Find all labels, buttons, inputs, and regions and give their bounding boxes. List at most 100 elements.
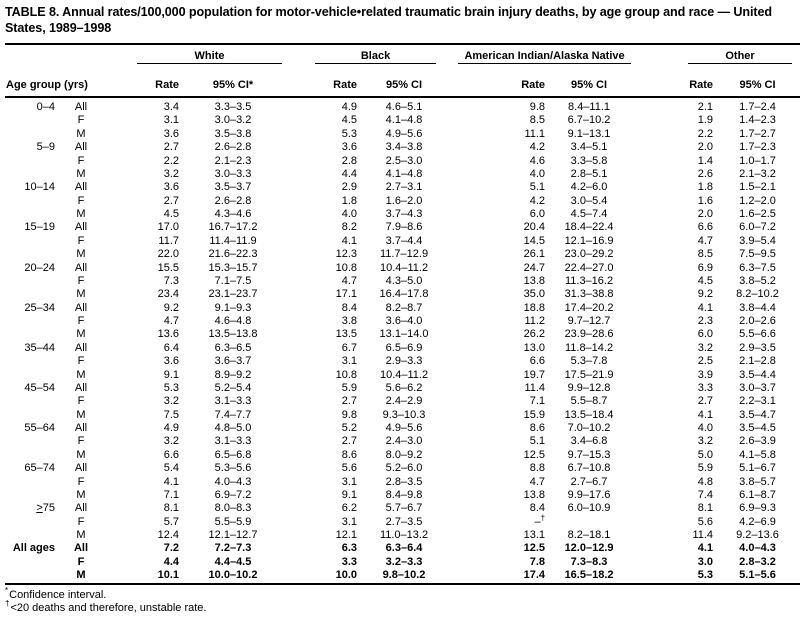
sex-label: All (74, 181, 88, 194)
rate-value: 1.4 (697, 154, 714, 167)
rate-value: 5.2 (341, 422, 358, 434)
table-row: 20–24 All 15.5 15.3–15.7 10.8 10.4–11.2 24.7 22… (5, 262, 800, 275)
ci-value: 5.5–6.6 (739, 328, 776, 341)
age-group-label (5, 328, 61, 341)
ci-value: 2.9–3.3 (385, 355, 423, 368)
sex-label: M (76, 127, 86, 140)
rate-value: 2.6 (697, 167, 714, 180)
ci-value: 3.7–4.4 (385, 234, 423, 247)
rate-value: 7.8 (529, 555, 546, 568)
sex-label: All (74, 381, 88, 394)
ci-value: 3.1–3.3 (214, 435, 252, 448)
age-group-label (5, 369, 61, 382)
ci-value: 3.8–5.7 (739, 475, 776, 488)
age-group-label: All ages (12, 542, 55, 555)
ci-value: 23.9–28.6 (564, 328, 614, 341)
rate-value: 3.1 (341, 515, 358, 528)
table-row: All ages All 7.2 7.2–7.3 6.3 6.3–6.4 12.5 12.0–… (5, 542, 800, 555)
aian-rate-header: Rate (449, 64, 548, 98)
ci-value: 11.3–16.2 (564, 274, 614, 287)
rate-value: 12.4 (157, 529, 179, 541)
ci-value: 2.1–3.2 (739, 167, 776, 180)
ci-value: 3.7–4.3 (385, 208, 423, 220)
rate-value: 3.6 (163, 181, 179, 194)
rate-value: 4.0 (529, 167, 546, 180)
age-group-label (5, 275, 61, 288)
ci-value: 9.3–10.3 (382, 408, 426, 421)
rate-value: 23.4 (157, 288, 179, 301)
rate-value: 2.7 (697, 395, 714, 408)
ci-value: 6.7–10.8 (567, 462, 611, 475)
rate-value: 4.7 (529, 475, 546, 488)
ci-value: 21.6–22.3 (208, 248, 258, 261)
column-header-row: Age group (yrs) Rate 95% CI* Rate 95% CI… (5, 64, 801, 98)
sex-label: All (73, 542, 89, 555)
dagger-marker: † (5, 599, 10, 609)
ci-value: 2.6–2.8 (214, 141, 252, 154)
rate-value: 4.7 (697, 234, 714, 247)
ci-value: 6.0–7.2 (739, 221, 776, 234)
rate-value: 8.1 (697, 502, 714, 515)
ci-value: 6.7–10.2 (567, 114, 611, 127)
sex-label: All (74, 101, 88, 113)
table-row: F 4.1 4.0–4.3 3.1 2.8–3.5 4.7 2.7–6.7 4.8 3.8–5.… (5, 476, 800, 489)
age-group-label: 25–34 (24, 301, 55, 314)
rate-value: 3.6 (163, 355, 179, 368)
rate-value: 11.7 (158, 234, 179, 247)
rate-value: 5.9 (341, 381, 358, 394)
rate-value: 6.0 (529, 208, 546, 220)
rate-value: 9.8 (529, 101, 546, 113)
footnote-confidence-interval: *Confidence interval. (5, 586, 799, 603)
age-group-label (5, 489, 61, 502)
sex-label: All (74, 341, 88, 354)
sex-label: M (76, 328, 86, 341)
age-group-label (5, 556, 61, 569)
ci-value: 10.4–11.2 (379, 368, 429, 381)
age-group-label: 20–24 (24, 261, 55, 274)
rate-value: 2.2 (163, 154, 179, 167)
sex-label: F (77, 515, 85, 528)
ci-value: 4.8–5.0 (214, 422, 252, 434)
sex-label: M (76, 529, 86, 541)
rate-value: 19.7 (523, 368, 546, 381)
ci-value: 3.4–5.1 (570, 141, 608, 154)
rate-value: 22.0 (157, 248, 179, 261)
rate-value: 12.1 (335, 529, 358, 541)
ci-value: 5.1–5.6 (715, 569, 801, 585)
rate-value: 20.4 (523, 221, 546, 234)
rate-value: 7.1 (529, 395, 546, 408)
sex-label: All (74, 462, 88, 475)
ci-value: 22.4–27.0 (564, 261, 614, 274)
table-row: F 3.1 3.0–3.2 4.5 4.1–4.8 8.5 6.7–10.2 1.9 1.4–2… (5, 114, 800, 127)
rate-value: 3.9 (697, 368, 714, 381)
rate-value: 6.7 (341, 341, 358, 354)
ci-value: 8.2–18.1 (567, 529, 611, 541)
sex-label: All (74, 221, 88, 234)
age-group-label: >75 (36, 502, 55, 515)
rate-value: 2.7 (163, 141, 179, 154)
ci-value: 6.0–10.9 (567, 502, 611, 515)
ci-value: 4.4–4.5 (214, 555, 252, 568)
sex-label: M (76, 368, 86, 381)
rate-value: 4.1 (697, 301, 714, 314)
rate-value: 9.2 (697, 288, 714, 301)
ci-value: 5.5–5.9 (214, 515, 252, 528)
rate-value: 7.2 (163, 542, 179, 555)
age-group-label (5, 395, 61, 408)
age-group-label (5, 248, 61, 261)
rate-value: 3.0 (697, 555, 714, 568)
rate-value: 4.5 (697, 274, 714, 287)
rate-value: 6.4 (163, 341, 179, 354)
ci-value: 9.2–13.6 (736, 529, 779, 541)
ci-value: 23.1–23.7 (208, 288, 258, 301)
ci-value: 8.2–8.7 (385, 301, 423, 314)
table-row: M 22.0 21.6–22.3 12.3 11.7–12.9 26.1 23.0–29.2… (5, 248, 800, 261)
ci-value: 8.4–9.8 (385, 488, 423, 501)
ci-value: 6.5–6.8 (214, 448, 252, 461)
rate-value: 8.4 (529, 502, 546, 515)
ci-value: 3.1–3.3 (214, 395, 252, 408)
rate-value: 3.6 (163, 127, 179, 140)
ci-value: 17.5–21.9 (564, 368, 614, 381)
ci-value: 11.8–14.2 (564, 341, 614, 354)
